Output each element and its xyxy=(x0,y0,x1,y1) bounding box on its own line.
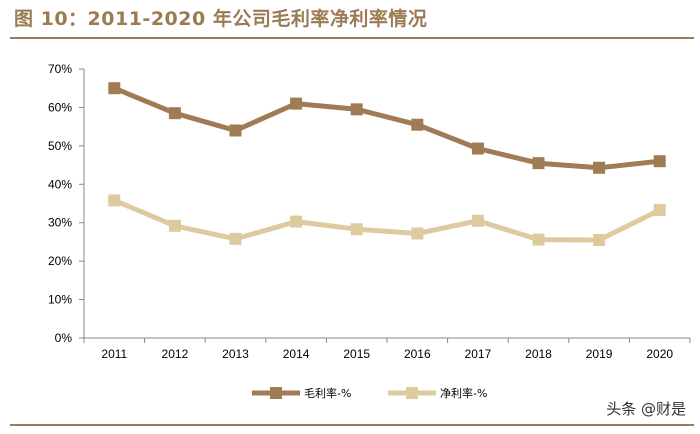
series-2-point xyxy=(108,194,121,207)
y-tick-label: 10% xyxy=(48,293,72,307)
x-axis-ticks: 2011 2012 2013 2014 2015 2016 2017 2018 2019 2020 xyxy=(83,338,691,361)
series-2-point xyxy=(350,223,363,236)
x-tick-label: 2017 xyxy=(465,347,492,361)
series-1-point xyxy=(411,118,424,131)
series-1-point xyxy=(108,82,121,95)
legend-label-1: 毛利率-% xyxy=(304,386,351,400)
series-2-point xyxy=(653,204,666,217)
y-tick-label: 20% xyxy=(48,254,72,268)
series-1-point xyxy=(290,97,303,110)
page-title: 图 10：2011-2020 年公司毛利率净利率情况 xyxy=(14,8,428,30)
series-1-point xyxy=(168,107,181,120)
title-divider xyxy=(10,37,694,39)
series-2-point xyxy=(168,219,181,232)
series-1-point xyxy=(350,103,363,116)
series-line-1 xyxy=(113,85,660,171)
series-2-point xyxy=(290,215,303,228)
y-tick-label: 60% xyxy=(48,100,72,114)
x-tick-label: 2018 xyxy=(525,347,552,361)
legend-marker-1 xyxy=(270,387,282,399)
y-tick-label: 70% xyxy=(48,62,72,76)
series-line-2 xyxy=(113,198,661,243)
y-tick-label: 0% xyxy=(55,331,73,345)
series-1-point xyxy=(471,142,484,155)
footer-divider xyxy=(10,424,694,426)
x-tick-label: 2012 xyxy=(162,347,189,361)
series-2-point xyxy=(411,227,424,240)
x-tick-label: 2019 xyxy=(586,347,613,361)
y-axis-ticks: 0% 10% 20% 30% 40% 50% 60% 70% xyxy=(48,62,84,345)
y-tick-label: 30% xyxy=(48,216,72,230)
series-1-point xyxy=(229,124,242,137)
legend-marker-2 xyxy=(406,387,418,399)
x-tick-label: 2014 xyxy=(283,347,310,361)
x-tick-label: 2016 xyxy=(404,347,431,361)
y-tick-label: 50% xyxy=(48,139,72,153)
series-1-point xyxy=(593,161,606,174)
y-tick-label: 40% xyxy=(48,177,72,191)
chart-series xyxy=(108,82,666,247)
x-tick-label: 2013 xyxy=(222,347,249,361)
series-2-point xyxy=(593,234,606,247)
legend-label-2: 净利率-% xyxy=(440,386,487,400)
x-tick-label: 2020 xyxy=(646,347,673,361)
x-tick-label: 2011 xyxy=(101,347,127,361)
series-1-point xyxy=(653,155,666,168)
series-1-point xyxy=(532,157,545,170)
watermark: 头条 @财是 xyxy=(606,400,686,418)
series-2-point xyxy=(532,233,545,246)
x-tick-label: 2015 xyxy=(343,347,370,361)
series-2-point xyxy=(471,214,484,227)
chart-legend: 毛利率-% 净利率-% xyxy=(252,386,487,400)
series-2-point xyxy=(229,232,242,245)
